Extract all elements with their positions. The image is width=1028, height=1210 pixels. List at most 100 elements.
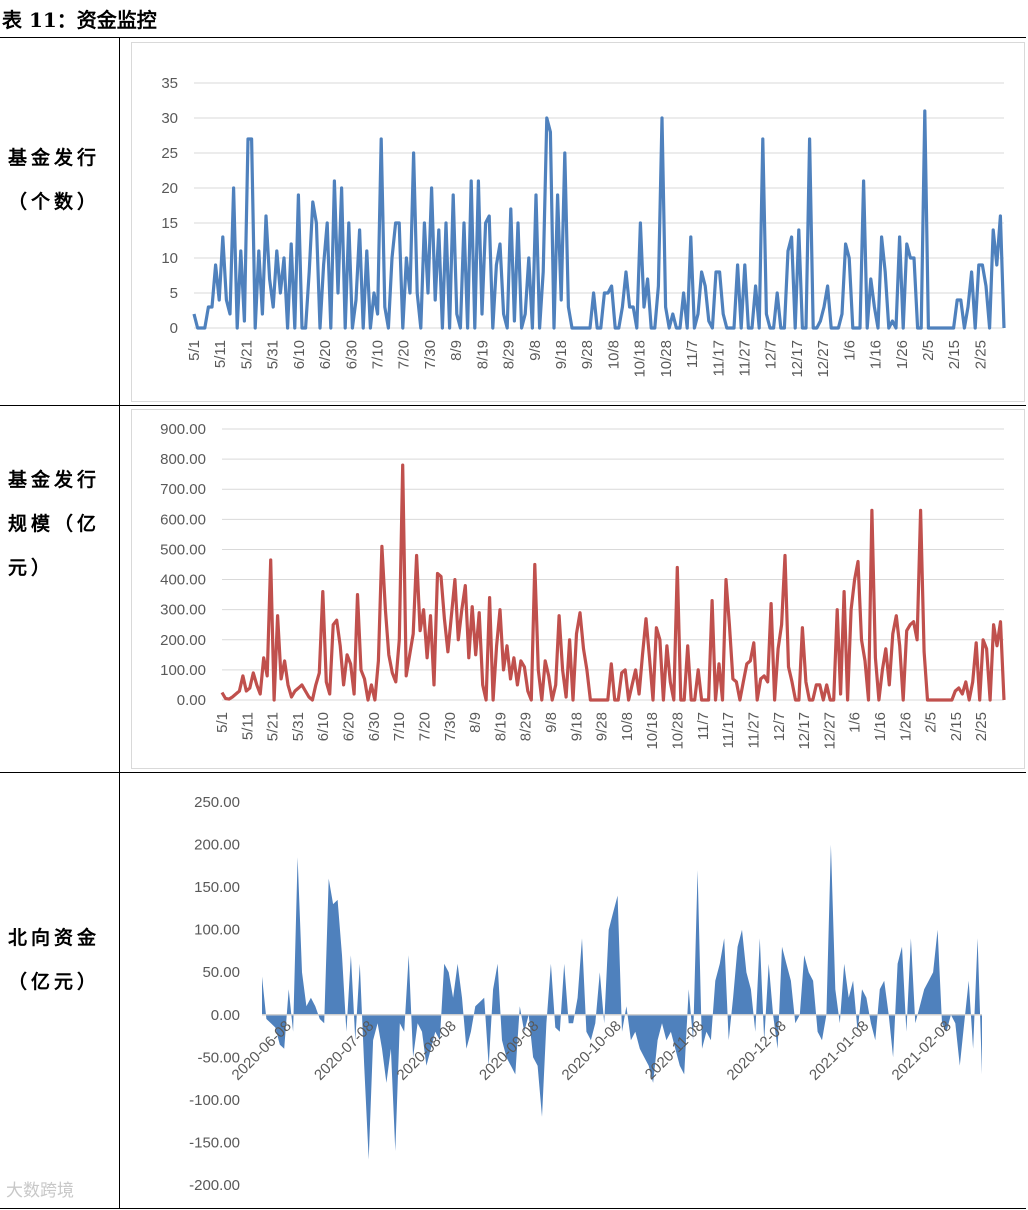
x-tick-label: 10/18 — [632, 340, 649, 378]
fund-scale-chart-svg: 0.00 100.00 200.00 300.00 400.00 500.00 600.00… — [160, 421, 1006, 750]
y-tick-label: 0.00 — [211, 1007, 240, 1024]
x-tick-label: 10/28 — [670, 712, 687, 750]
x-tick-label: 5/31 — [265, 340, 282, 369]
y-tick-label: 20 — [161, 180, 178, 197]
x-tick-label: 1/16 — [868, 340, 885, 369]
x-tick-label: 6/30 — [343, 340, 360, 369]
x-tick-label: 2/15 — [946, 340, 963, 369]
x-tick-label: 5/11 — [212, 340, 229, 368]
x-tick-label: 11/7 — [684, 340, 701, 368]
y-tick-label: 700.00 — [160, 481, 206, 498]
x-tick-label: 6/30 — [366, 712, 383, 741]
x-tick-label: 12/17 — [789, 340, 806, 378]
x-tick-label: 9/8 — [543, 712, 560, 733]
x-tick-label: 2/25 — [973, 712, 990, 741]
x-tick-label: 12/27 — [815, 340, 832, 378]
x-tick-label: 11/17 — [720, 712, 737, 748]
y-tick-label: 900.00 — [160, 421, 206, 438]
x-tick-label: 9/8 — [527, 340, 544, 361]
y-tick-label: -200.00 — [189, 1177, 240, 1194]
x-tick-label: 8/19 — [474, 340, 491, 369]
northbound-chart: -200.00 -150.00 -100.00 -50.00 0.00 50.00 100.… — [131, 784, 1025, 1198]
y-tick-label: 600.00 — [160, 511, 206, 528]
row-divider — [0, 405, 1026, 406]
series-line — [192, 109, 1006, 330]
northbound-chart-svg: -200.00 -150.00 -100.00 -50.00 0.00 50.00 100.… — [189, 794, 982, 1194]
row-label-line: （亿元） — [8, 971, 101, 993]
row-label-fund-count: 基金发行 （个数） — [8, 136, 114, 224]
x-tick-label: 10/28 — [658, 340, 675, 378]
x-tick-label: 8/9 — [448, 340, 465, 361]
x-tick-label: 9/28 — [594, 712, 611, 741]
y-tick-label: 35 — [161, 75, 178, 92]
x-tick-label: 6/20 — [317, 340, 334, 369]
y-tick-label: 10 — [161, 250, 178, 267]
y-tick-label: 100.00 — [194, 922, 240, 939]
fund-count-chart-svg: 0 5 10 15 20 25 30 35 5/1 5/11 5/21 5/31 6/10 6/20 6/3… — [161, 75, 1006, 378]
y-tick-label: 50.00 — [202, 964, 240, 981]
row-label-line: 北向资金 — [8, 927, 101, 949]
row-label-fund-scale: 基金发行 规模（亿 元） — [8, 458, 114, 590]
row-label-line: 基金发行 — [8, 469, 101, 491]
x-tick-label: 11/27 — [736, 340, 753, 376]
y-tick-label: 100.00 — [160, 662, 206, 679]
x-tick-label: 10/8 — [605, 340, 622, 369]
row-label-line: 元） — [8, 557, 55, 579]
x-tick-label: 9/18 — [568, 712, 585, 741]
x-tick-label: 5/21 — [238, 340, 255, 369]
series-area — [262, 844, 982, 1160]
x-tick-label: 1/26 — [897, 712, 914, 741]
x-tick-label: 6/20 — [341, 712, 358, 741]
x-tick-label: 5/21 — [265, 712, 282, 741]
x-tick-label: 11/27 — [745, 712, 762, 748]
x-tick-label: 8/9 — [467, 712, 484, 733]
x-tick-label: 2021-01-08 — [806, 1018, 872, 1084]
y-tick-label: 800.00 — [160, 451, 206, 468]
x-tick-label: 1/6 — [847, 712, 864, 733]
x-tick-label: 12/27 — [821, 712, 838, 750]
x-tick-label: 11/17 — [710, 340, 727, 376]
x-tick-label: 2/15 — [948, 712, 965, 741]
table-title: 表 11：资金监控 — [2, 8, 157, 32]
x-tick-label: 8/29 — [501, 340, 518, 369]
y-tick-label: 25 — [161, 145, 178, 162]
fund-scale-chart: 0.00 100.00 200.00 300.00 400.00 500.00 600.00… — [131, 409, 1025, 769]
column-divider — [119, 38, 120, 1208]
x-tick-label: 1/16 — [872, 712, 889, 741]
x-tick-label: 9/28 — [579, 340, 596, 369]
x-tick-label: 12/7 — [771, 712, 788, 741]
y-tick-label: 0 — [170, 320, 178, 337]
x-tick-label: 12/7 — [763, 340, 780, 369]
x-tick-label: 11/7 — [695, 712, 712, 740]
x-tick-label: 2/25 — [972, 340, 989, 369]
x-tick-label: 7/30 — [442, 712, 459, 741]
y-tick-label: 150.00 — [194, 879, 240, 896]
x-tick-label: 5/1 — [214, 712, 231, 733]
x-tick-label: 10/8 — [619, 712, 636, 741]
watermark-text: 大数跨境 — [6, 1181, 74, 1201]
x-tick-label: 2/5 — [923, 712, 940, 733]
x-tick-label: 8/29 — [518, 712, 535, 741]
y-tick-label: 400.00 — [160, 572, 206, 589]
row-label-line: 规模（亿 — [8, 513, 101, 535]
y-tick-label: 30 — [161, 110, 178, 127]
x-tick-label: 2/5 — [920, 340, 937, 361]
y-tick-label: 300.00 — [160, 602, 206, 619]
y-tick-label: -100.00 — [189, 1092, 240, 1109]
row-divider — [0, 772, 1026, 773]
fund-count-chart: 0 5 10 15 20 25 30 35 5/1 5/11 5/21 5/31 6/10 6/20 6/3… — [131, 42, 1025, 402]
y-tick-label: 0.00 — [177, 692, 206, 709]
y-tick-label: 5 — [170, 285, 178, 302]
x-tick-label: 7/20 — [416, 712, 433, 741]
x-tick-label: 2020-12-08 — [724, 1018, 790, 1084]
y-tick-label: 500.00 — [160, 541, 206, 558]
x-tick-label: 9/18 — [553, 340, 570, 369]
x-tick-label: 12/17 — [796, 712, 813, 750]
x-tick-label: 7/10 — [391, 712, 408, 741]
x-tick-label: 5/1 — [186, 340, 203, 361]
y-tick-label: -150.00 — [189, 1134, 240, 1151]
x-tick-label: 7/10 — [369, 340, 386, 369]
x-tick-label: 5/11 — [239, 712, 256, 740]
x-tick-label: 7/30 — [422, 340, 439, 369]
y-tick-label: 250.00 — [194, 794, 240, 811]
